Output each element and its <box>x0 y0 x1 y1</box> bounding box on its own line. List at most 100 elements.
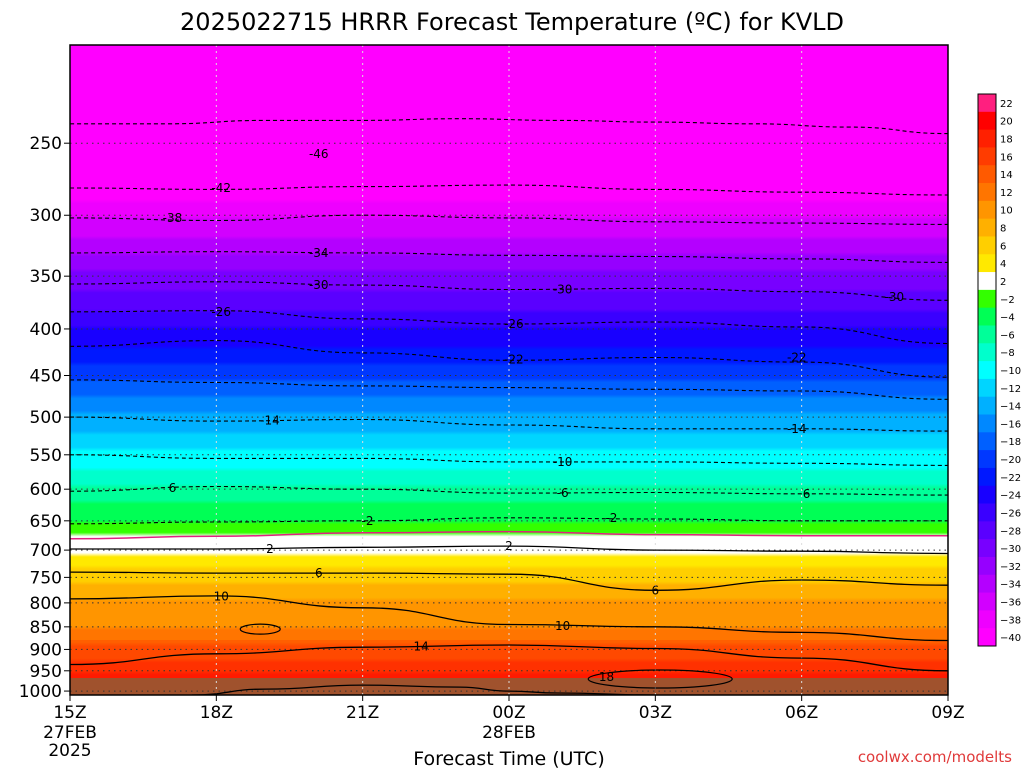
contour-label: -30 <box>553 282 573 296</box>
contour-line-18 <box>191 684 656 695</box>
colorbar-label: −4 <box>1000 313 1015 324</box>
colorbar-swatch <box>978 325 996 344</box>
y-tick-label: 800 <box>30 594 62 614</box>
colorbar-label: 18 <box>1000 135 1013 146</box>
colorbar-label: −10 <box>1000 366 1021 377</box>
contour-label: -38 <box>163 211 183 225</box>
colorbar-label: −22 <box>1000 473 1021 484</box>
contour-line-m18 <box>70 379 948 400</box>
colorbar-swatch <box>978 432 996 451</box>
x-tick-label: 09Z <box>931 703 964 723</box>
colorbar-swatch <box>978 521 996 540</box>
colorbar-label: −40 <box>1000 633 1021 644</box>
colorbar-label: −6 <box>1000 330 1015 341</box>
contour-line-m34 <box>70 251 948 263</box>
colorbar-swatch <box>978 129 996 148</box>
colorbar-label: −38 <box>1000 615 1021 626</box>
contour-label: -26 <box>504 317 524 331</box>
colorbar-label: 2 <box>1000 277 1006 288</box>
colorbar-swatch <box>978 361 996 380</box>
y-tick-label: 900 <box>30 640 62 660</box>
colorbar-label: −32 <box>1000 562 1021 573</box>
contour-label: -22 <box>787 351 807 365</box>
contour-label: 6 <box>169 481 177 495</box>
colorbar-label: −20 <box>1000 455 1021 466</box>
y-tick-label: 600 <box>30 480 62 500</box>
contour-label: -30 <box>309 278 329 292</box>
contour-line-m42 <box>70 184 948 196</box>
y-tick-label: 650 <box>30 512 62 532</box>
contour-line-m38 <box>70 214 948 225</box>
colorbar-label: −28 <box>1000 526 1021 537</box>
contour-line-m30 <box>70 281 948 301</box>
contour-line-m10 <box>70 454 948 466</box>
colorbar-swatch <box>978 111 996 131</box>
colorbar-swatch <box>978 450 996 469</box>
colorbar-swatch <box>978 218 996 237</box>
contour-label: -10 <box>553 455 573 469</box>
y-tick-label: 450 <box>30 366 62 386</box>
y-tick-label: 750 <box>30 568 62 588</box>
contour-cell-10 <box>239 623 281 635</box>
colorbar-swatch <box>978 147 996 166</box>
colorbar-label: 10 <box>1000 206 1013 217</box>
contour-label: -46 <box>309 147 329 161</box>
colorbar-label: 4 <box>1000 259 1006 270</box>
contour-line-14 <box>70 644 948 672</box>
x-tick-label: 03Z <box>639 703 672 723</box>
colorbar-label: 16 <box>1000 152 1013 163</box>
contour-line-m46 <box>70 118 948 135</box>
colorbar-label: −12 <box>1000 384 1021 395</box>
x-tick-date: 28FEB <box>482 723 536 743</box>
contour-label: -34 <box>309 246 329 260</box>
colorbar-label: −2 <box>1000 295 1015 306</box>
y-tick-label: 700 <box>30 541 62 561</box>
contour-label: -6 <box>557 486 569 500</box>
contour-labels: -46-42-38-34-30 -30-30-26-26-22 -22-14-14-… <box>163 147 905 684</box>
colorbar-swatch <box>978 574 996 593</box>
colorbar-label: 14 <box>1000 170 1013 181</box>
colorbar-swatch <box>978 556 996 576</box>
contour-label: -2 <box>605 511 617 525</box>
contour-label: -30 <box>885 290 905 304</box>
y-tick-label: 300 <box>30 206 62 226</box>
terrain-band <box>70 678 948 695</box>
contour-label: 6 <box>652 583 660 597</box>
y-tick-label: 500 <box>30 408 62 428</box>
contour-label: -14 <box>787 422 807 436</box>
contour-label: -26 <box>211 305 231 319</box>
colorbar-swatch <box>978 628 996 647</box>
colorbar-swatch <box>978 165 996 184</box>
colorbar-swatch <box>978 610 996 629</box>
colorbar-label: 22 <box>1000 99 1013 110</box>
contour-label: 6 <box>315 566 323 580</box>
colorbar-label: −18 <box>1000 437 1021 448</box>
contour-line-10 <box>70 595 948 642</box>
colorbar-swatch <box>978 236 996 255</box>
contour-label: 6 <box>803 487 811 501</box>
colorbar-label: 8 <box>1000 224 1006 235</box>
x-tick-label: 15Z <box>53 703 86 723</box>
x-tick-label: 06Z <box>785 703 818 723</box>
contour-line-0 <box>70 530 948 540</box>
contour-line-2 <box>70 545 948 555</box>
colorbar-label: −36 <box>1000 597 1021 608</box>
contour-label: -14 <box>260 413 280 427</box>
y-tick-label: 550 <box>30 446 62 466</box>
contour-cell-18 <box>587 669 733 689</box>
colorbar-swatch <box>978 343 996 362</box>
contour-label: 10 <box>214 589 229 603</box>
colorbar-swatch <box>978 254 996 273</box>
colorbar-swatch <box>978 378 996 398</box>
x-axis-title: Forecast Time (UTC) <box>413 748 604 768</box>
colorbar-frame <box>977 93 997 647</box>
y-tick-label: 950 <box>30 662 62 682</box>
y-tick-label: 250 <box>30 134 62 154</box>
contour-line-m6 <box>70 485 948 496</box>
colorbar-swatch <box>978 200 996 220</box>
x-tick-year: 2025 <box>48 741 91 761</box>
colorbar-swatch <box>978 396 996 415</box>
colorbar-swatch <box>978 467 996 487</box>
colorbar-swatch <box>978 289 996 309</box>
